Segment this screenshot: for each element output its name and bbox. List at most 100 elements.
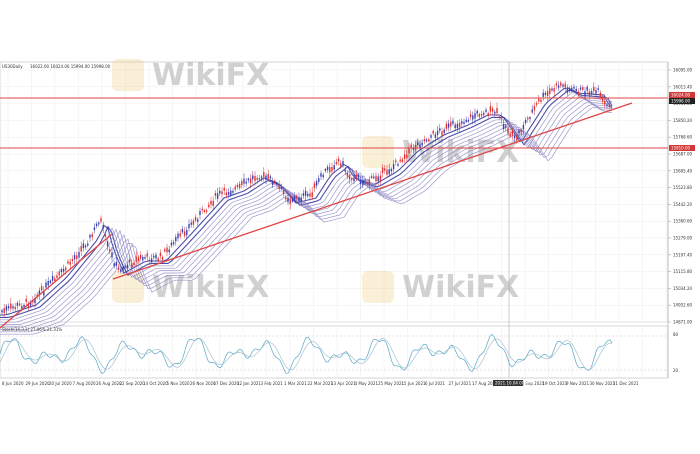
candle [311,186,313,201]
candle [478,112,481,121]
candle [401,157,404,164]
candle [432,129,434,136]
candle-body [379,175,382,181]
candle-body [232,190,234,193]
candle [133,260,135,267]
candle [289,194,291,210]
candle [208,201,210,209]
candle-body [25,298,27,302]
candle-body [399,159,401,162]
candle-body [78,252,80,258]
candle-body [516,136,518,141]
candle-body [80,246,82,252]
candle-body [100,218,102,222]
candle [566,84,569,96]
candle-body [249,178,252,184]
candle-body [511,130,514,136]
crosshair-date-box [493,380,523,386]
candle-body [584,91,586,97]
candle-body [247,178,250,181]
candle-body [430,135,432,138]
candle-body [586,86,588,91]
candle [254,171,256,186]
candle-body [238,183,241,188]
candle [342,157,344,168]
candle-body [47,281,49,286]
candle-body [181,229,184,233]
candle-body [346,172,349,177]
candle [421,139,423,147]
candle-body [608,105,610,108]
candle-body [458,122,461,128]
candle [89,233,91,242]
candle-body [34,298,36,304]
candle [348,170,351,185]
candle [214,190,217,200]
candle [164,247,166,253]
candle-body [593,86,595,92]
candle [509,130,511,138]
candle-body [425,139,428,142]
watermark: WikiFX [112,58,269,93]
candle [467,117,470,123]
candle [483,111,485,118]
candle-body [408,148,410,154]
candle [241,178,243,189]
candle [412,143,415,154]
candle-body [14,307,16,310]
candle [524,117,527,126]
ma-ribbon-line [0,96,613,325]
candle [340,159,342,169]
candle-body [93,227,96,231]
date-label: 8 Jun 2020 [2,381,24,386]
candle-body [216,193,219,199]
candle [434,131,437,143]
candle [175,234,177,246]
candle [111,247,113,262]
candle-body [69,261,71,265]
candle [410,141,412,153]
candle [304,186,307,201]
candle-body [373,176,375,179]
candle [370,173,373,180]
date-label: 3 Feb 2021 [261,381,284,386]
candle-body [412,147,415,150]
candle [45,279,47,291]
candle-body [236,184,239,187]
candle [571,84,573,93]
candle [582,84,584,92]
candle [267,169,269,182]
candle [91,232,93,241]
candle [131,259,133,271]
candle-body [194,217,197,221]
candle [428,137,430,143]
price-level-tag-box [669,145,695,151]
price-label: 15850.20 [673,118,693,123]
candle [344,167,346,176]
candle-body [390,168,393,172]
candle [513,133,516,143]
candle [540,97,542,104]
candle [335,158,338,166]
candle [82,239,85,252]
candle [120,266,122,274]
candle-body [117,267,120,270]
candle [531,105,533,115]
candle-body [533,106,536,111]
date-label: 4 May 2021 [355,381,379,386]
candle-body [157,258,159,261]
candle [538,94,540,104]
price-label: 16095.00 [673,68,693,73]
candle [95,221,98,229]
candle-body [60,268,63,273]
candle [256,175,258,184]
candle [476,109,478,117]
candle-body [201,208,203,211]
candle-body [188,223,190,229]
candle-body [500,116,503,120]
candle [520,128,522,136]
candle-body [447,123,450,128]
candle-body [509,134,511,137]
candle [430,133,432,140]
candle [166,243,168,257]
